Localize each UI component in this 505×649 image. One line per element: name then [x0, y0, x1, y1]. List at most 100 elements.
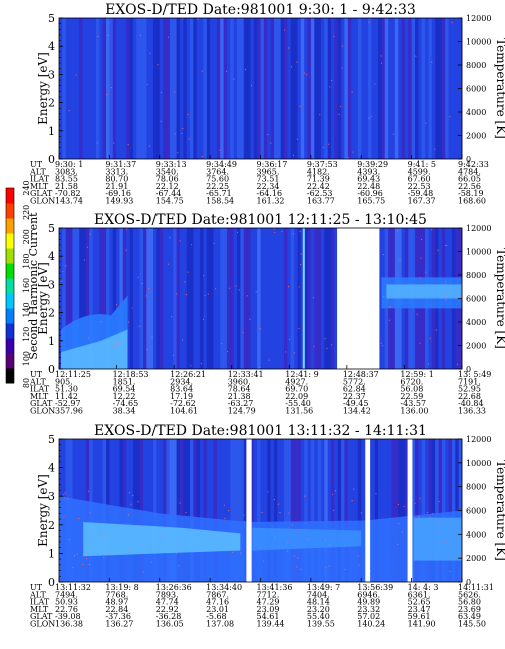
- heatmap-column: [243, 18, 248, 159]
- heatmap-column: [307, 439, 312, 582]
- temperature-dot: [287, 550, 289, 552]
- temperature-dot: [261, 511, 263, 514]
- temperature-dot: [128, 321, 130, 323]
- temperature-dot: [151, 336, 153, 338]
- temperature-dot: [331, 344, 333, 346]
- heatmap-column: [287, 18, 292, 159]
- temperature-dot: [322, 146, 324, 149]
- temperature-dot: [431, 61, 433, 63]
- temperature-dot: [245, 68, 247, 71]
- heatmap-column: [287, 439, 292, 582]
- temperature-dot: [419, 277, 422, 279]
- heatmap-column: [324, 228, 329, 369]
- heatmap-column: [233, 228, 238, 369]
- temperature-dot: [83, 259, 85, 261]
- table-cell: -49.45: [343, 399, 369, 408]
- heatmap-column: [169, 18, 174, 159]
- heatmap-column: [126, 228, 130, 369]
- heatmap-column: [455, 18, 460, 159]
- table-cell: 7494.: [55, 590, 78, 599]
- temperature-dot: [126, 228, 128, 230]
- y-tick-label: 1: [48, 547, 55, 560]
- heatmap-column: [142, 18, 147, 159]
- heatmap-column: [398, 18, 402, 159]
- temperature-dot: [259, 547, 262, 549]
- heatmap-column: [109, 18, 114, 159]
- heatmap-column: [106, 228, 110, 369]
- temperature-dot: [368, 21, 370, 23]
- temperature-dot: [89, 512, 91, 514]
- y-tick-label: 3: [48, 490, 55, 503]
- heatmap-column: [223, 18, 228, 159]
- heatmap-column: [139, 228, 144, 369]
- temperature-dot: [288, 338, 291, 340]
- colorbar-label: Second Harmonic Current: [27, 212, 40, 360]
- heatmap-column: [179, 439, 184, 582]
- temperature-dot: [312, 296, 315, 299]
- temperature-dot: [157, 64, 159, 66]
- heatmap-column: [428, 439, 433, 582]
- temperature-dot: [380, 342, 382, 344]
- table-cell: 13:26:36: [156, 583, 192, 592]
- temperature-dot: [434, 148, 436, 150]
- temperature-dot: [148, 287, 150, 290]
- temperature-dot: [425, 271, 427, 273]
- temperature-dot: [339, 105, 342, 108]
- panel-title: EXOS-D/TED Date:981001 12:11:25 - 13:10:…: [94, 212, 427, 228]
- temperature-dot: [360, 512, 363, 514]
- heatmap-column: [213, 439, 218, 582]
- table-cell: 9:34:49: [206, 160, 237, 169]
- table-row-label: ALT: [29, 590, 46, 599]
- data-gap: [407, 438, 413, 583]
- temperature-dot: [421, 238, 423, 241]
- y2-tick-label: 10000: [466, 248, 491, 257]
- table-cell: 12.22: [113, 392, 136, 401]
- heatmap-column: [247, 18, 251, 159]
- heatmap-column: [122, 18, 127, 159]
- temperature-dot: [141, 282, 143, 285]
- temperature-dot: [456, 363, 459, 365]
- temperature-dot: [63, 515, 65, 518]
- temperature-dot: [239, 552, 242, 554]
- heatmap-column: [367, 18, 372, 159]
- table-cell: 131.56: [285, 407, 313, 416]
- temperature-dot: [444, 280, 447, 282]
- temperature-dot: [297, 557, 299, 559]
- table-cell: 143.74: [55, 197, 83, 206]
- table-row-label: ALT: [29, 167, 46, 176]
- colorbar-tick-label: 80: [22, 378, 31, 388]
- colorbar-segment: [6, 368, 14, 384]
- y2-tick-label: 0: [466, 578, 471, 587]
- temperature-dot: [197, 18, 199, 20]
- heatmap-column: [357, 18, 362, 159]
- heatmap-column: [280, 228, 285, 369]
- temperature-dot: [344, 568, 346, 571]
- heatmap-column: [307, 18, 312, 159]
- table-cell: 22.12: [156, 182, 179, 191]
- y-tick-label: 2: [48, 97, 55, 110]
- heatmap-column: [267, 439, 271, 582]
- heatmap-column: [414, 18, 419, 159]
- y-tick-label: 5: [48, 12, 55, 25]
- heatmap-column: [451, 439, 456, 582]
- table-cell: 23.01: [206, 605, 229, 614]
- heatmap-column: [72, 18, 77, 159]
- heatmap-column: [388, 439, 392, 582]
- heatmap-column: [119, 228, 124, 369]
- colorbar-tick-label: 180: [22, 253, 31, 268]
- heatmap-column: [408, 18, 413, 159]
- heatmap-column: [277, 228, 282, 369]
- data-gap: [365, 438, 371, 583]
- heatmap-column: [290, 439, 295, 582]
- table-cell: 21.58: [55, 182, 78, 191]
- temperature-dot: [110, 87, 112, 89]
- table-cell: 6361.: [408, 590, 431, 599]
- heatmap-column: [297, 228, 302, 369]
- y2-tick-label: 4000: [466, 318, 486, 327]
- table-cell: 163.77: [307, 197, 335, 206]
- temperature-dot: [429, 337, 431, 340]
- low-energy-flux-core: [83, 521, 241, 557]
- temperature-dot: [113, 142, 115, 144]
- temperature-dot: [357, 555, 359, 557]
